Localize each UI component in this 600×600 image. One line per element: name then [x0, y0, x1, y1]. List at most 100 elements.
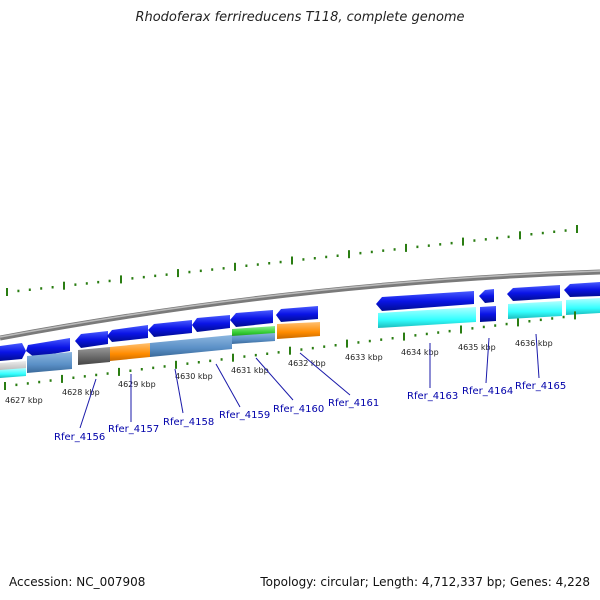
minor-tick — [154, 274, 157, 278]
major-tick — [118, 367, 120, 376]
minor-tick — [437, 331, 440, 334]
major-tick — [574, 311, 576, 320]
major-tick — [234, 262, 236, 271]
kbp-axis: 4627 kbp 4628 kbp 4629 kbp 4630 kbp 4631… — [5, 339, 553, 405]
minor-tick — [313, 257, 316, 260]
minor-tick — [471, 327, 474, 330]
minor-tick — [95, 373, 98, 377]
minor-tick — [97, 280, 100, 284]
minor-tick — [359, 251, 362, 255]
major-tick — [120, 275, 122, 284]
minor-tick — [302, 258, 305, 261]
minor-tick — [505, 322, 508, 326]
feature-block — [150, 335, 232, 357]
lower-tick-row — [4, 311, 576, 390]
minor-tick — [40, 287, 43, 290]
major-tick — [232, 353, 234, 362]
major-tick — [517, 318, 519, 327]
minor-tick — [277, 351, 280, 354]
forward-cds-track — [0, 282, 600, 361]
minor-tick — [380, 338, 383, 341]
minor-tick — [211, 268, 214, 271]
feature-block — [27, 352, 72, 373]
minor-tick — [416, 245, 419, 249]
accession-text: Accession: NC_007908 — [9, 575, 146, 589]
minor-tick — [323, 345, 326, 348]
minor-tick — [562, 315, 565, 319]
minor-tick — [507, 235, 510, 239]
major-tick — [289, 346, 291, 355]
cds-arrow — [564, 282, 600, 297]
major-tick — [291, 256, 293, 265]
upper-tick-row — [6, 225, 578, 296]
gene-label-rfer-4163[interactable]: Rfer_4163 — [407, 391, 458, 402]
minor-tick — [199, 269, 202, 273]
major-tick — [346, 339, 348, 348]
gene-label-rfer-4165[interactable]: Rfer_4165 — [515, 381, 566, 392]
major-tick — [460, 325, 462, 334]
cds-arrow — [107, 325, 148, 342]
kbp-label: 4634 kbp — [401, 348, 439, 357]
gene-label-rfer-4160[interactable]: Rfer_4160 — [273, 404, 324, 415]
minor-tick — [266, 352, 269, 355]
minor-tick — [129, 369, 132, 372]
minor-tick — [370, 250, 373, 254]
minor-tick — [530, 233, 533, 236]
minor-tick — [484, 238, 487, 241]
gene-label-rfer-4156[interactable]: Rfer_4156 — [54, 432, 105, 443]
kbp-label: 4627 kbp — [5, 396, 43, 405]
minor-tick — [83, 375, 86, 378]
cds-arrow — [26, 338, 70, 357]
cds-arrow — [230, 310, 273, 327]
kbp-label: 4628 kbp — [62, 388, 100, 397]
minor-tick — [28, 288, 31, 291]
major-tick — [576, 225, 578, 233]
feature-block — [378, 307, 476, 328]
minor-tick — [222, 267, 225, 270]
minor-tick — [26, 382, 29, 385]
gene-leader-lines — [79, 333, 540, 429]
kbp-label: 4636 kbp — [515, 339, 553, 348]
minor-tick — [496, 236, 499, 240]
minor-tick — [414, 334, 417, 337]
minor-tick — [528, 320, 531, 323]
gene-label-rfer-4161[interactable]: Rfer_4161 — [328, 398, 379, 409]
minor-tick — [268, 262, 271, 265]
topology-summary: Topology: circular; Length: 4,712,337 bp… — [260, 575, 590, 589]
minor-tick — [17, 289, 20, 293]
gene-label-rfer-4157[interactable]: Rfer_4157 — [108, 424, 159, 435]
gene-label-rfer-4164[interactable]: Rfer_4164 — [462, 386, 513, 397]
minor-tick — [541, 231, 544, 235]
gene-label-rfer-4159[interactable]: Rfer_4159 — [219, 410, 270, 421]
minor-tick — [131, 277, 134, 280]
minor-tick — [142, 275, 145, 279]
minor-tick — [368, 339, 371, 343]
major-tick — [403, 332, 405, 341]
kbp-label: 4635 kbp — [458, 343, 496, 352]
minor-tick — [482, 325, 485, 329]
major-tick — [4, 382, 6, 390]
minor-tick — [49, 379, 52, 382]
minor-tick — [51, 286, 54, 289]
major-tick — [519, 231, 521, 240]
minor-tick — [551, 317, 554, 320]
kbp-label: 4631 kbp — [231, 366, 269, 375]
minor-tick — [382, 249, 385, 252]
major-tick — [61, 374, 63, 383]
kbp-label: 4633 kbp — [345, 353, 383, 362]
minor-tick — [197, 361, 200, 364]
map-title: Rhodoferax ferrireducens T118, complete … — [135, 10, 465, 25]
gene-label-rfer-4158[interactable]: Rfer_4158 — [163, 417, 214, 428]
minor-tick — [450, 241, 453, 245]
minor-tick — [186, 362, 189, 365]
minor-tick — [74, 283, 77, 286]
minor-tick — [106, 372, 109, 375]
major-tick — [405, 243, 407, 252]
cds-arrow — [75, 331, 108, 348]
kbp-label: 4632 kbp — [288, 359, 326, 368]
minor-tick — [279, 260, 282, 264]
minor-tick — [564, 229, 567, 232]
minor-tick — [300, 348, 303, 351]
minor-tick — [85, 282, 88, 285]
